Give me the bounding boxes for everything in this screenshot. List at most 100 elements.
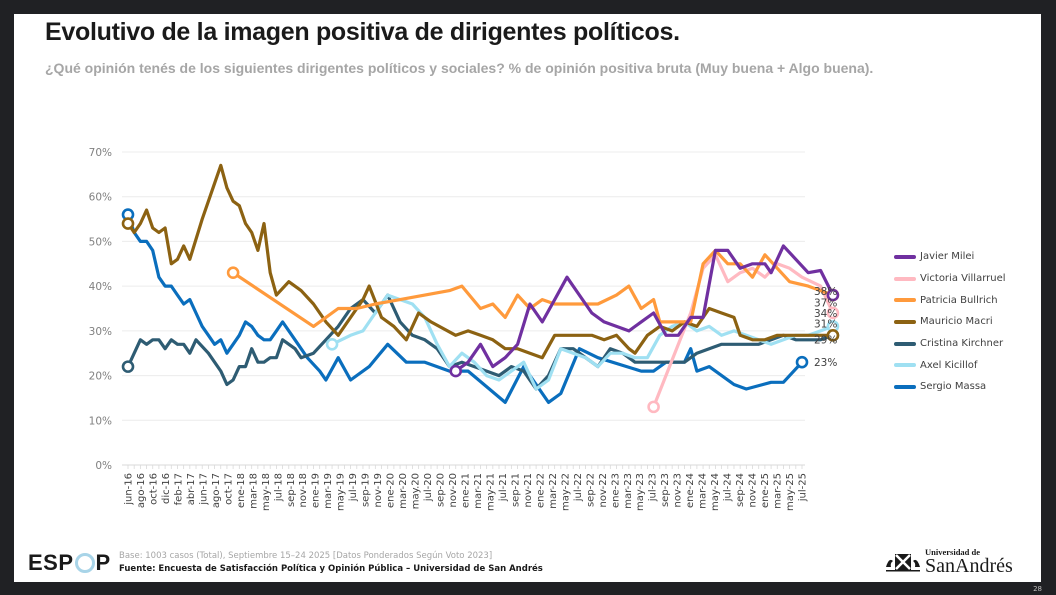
legend-swatch xyxy=(894,254,916,259)
x-tick-label: ene-24 xyxy=(685,473,696,508)
x-tick-label: may-25 xyxy=(785,473,796,511)
x-tick-label: mar-22 xyxy=(548,473,559,509)
series-line-patricia-bullrich xyxy=(231,248,835,328)
x-tick-label: mar-18 xyxy=(248,473,259,509)
end-label: 37% xyxy=(814,298,837,310)
page-number: 28 xyxy=(1033,585,1042,593)
logo-o-circle-icon xyxy=(74,553,95,573)
legend-label: Cristina Kirchner xyxy=(920,338,1004,350)
x-tick-label: may-23 xyxy=(635,473,646,511)
x-tick-label: sep-24 xyxy=(735,473,746,507)
university-crest-icon xyxy=(886,554,920,572)
series-line-sergio-massa xyxy=(126,213,804,404)
x-tick-label: abr-17 xyxy=(186,473,197,505)
legend-swatch xyxy=(894,276,916,281)
series-line-cristina-kirchner xyxy=(126,293,835,391)
legend-label: Javier Milei xyxy=(920,251,975,263)
end-label: 31% xyxy=(814,318,837,330)
legend-swatch xyxy=(894,384,916,389)
x-tick-label: ene-22 xyxy=(535,473,546,508)
start-marker xyxy=(121,360,135,373)
x-tick-label: dic-16 xyxy=(161,473,172,504)
x-tick-label: jul-20 xyxy=(423,473,434,502)
y-tick-label: 10% xyxy=(89,415,112,427)
x-tick-label: feb-17 xyxy=(173,473,184,505)
university-logo: Universidad de SanAndrés xyxy=(884,548,1013,576)
start-marker xyxy=(449,364,463,378)
x-tick-label: mar-25 xyxy=(773,473,784,509)
x-tick-label: ene-20 xyxy=(386,473,397,508)
page-title: Evolutivo de la imagen positiva de dirig… xyxy=(45,18,680,46)
x-tick-label: ene-19 xyxy=(311,473,322,508)
gridlines xyxy=(122,151,805,466)
x-tick-label: jul-18 xyxy=(273,473,284,502)
legend-swatch xyxy=(894,341,916,346)
x-tick-label: nov-21 xyxy=(523,473,534,507)
x-tick-label: sep-20 xyxy=(436,473,447,507)
x-tick-label: jun-17 xyxy=(198,473,209,506)
x-tick-label: mar-21 xyxy=(473,473,484,509)
y-tick-label: 50% xyxy=(89,236,112,248)
legend-item: Javier Milei xyxy=(894,246,1006,268)
legend-item: Cristina Kirchner xyxy=(894,333,1006,355)
legend-item: Victoria Villarruel xyxy=(894,268,1006,290)
start-marker xyxy=(121,217,135,230)
x-tick-label: mar-19 xyxy=(323,473,334,509)
series-line-axel-kicillof xyxy=(330,293,835,391)
x-tick-label: nov-23 xyxy=(673,473,684,507)
x-tick-label: nov-20 xyxy=(448,473,459,507)
legend-label: Patricia Bullrich xyxy=(920,294,998,306)
page-subtitle: ¿Qué opinión tenés de los siguientes dir… xyxy=(45,60,874,76)
x-tick-label: ene-21 xyxy=(461,473,472,508)
x-tick-label: may-21 xyxy=(485,473,496,511)
end-label: 29% xyxy=(814,334,837,346)
x-tick-label: nov-24 xyxy=(748,473,759,507)
y-tick-label: 0% xyxy=(95,460,112,472)
x-tick-label: jul-22 xyxy=(573,473,584,502)
x-tick-label: ago-17 xyxy=(211,473,222,508)
x-axis: jun-16 ago-16 oct-16 dic-16 feb-17 abr-17 jun-… xyxy=(124,465,809,511)
x-tick-label: ene-18 xyxy=(236,473,247,508)
x-tick-label: jun-16 xyxy=(124,473,135,506)
footer-base-note: Base: 1003 casos (Total), Septiembre 15–… xyxy=(119,551,493,561)
end-marker xyxy=(826,288,840,302)
x-tick-label: may-18 xyxy=(261,473,272,511)
series-line-mauricio-macri xyxy=(126,163,835,360)
x-tick-label: mar-24 xyxy=(698,473,709,509)
x-tick-label: jul-24 xyxy=(723,473,734,502)
legend-label: Victoria Villarruel xyxy=(920,273,1006,285)
y-tick-label: 20% xyxy=(89,371,112,383)
x-tick-label: jul-23 xyxy=(648,473,659,502)
end-label: 23% xyxy=(814,357,837,369)
end-marker xyxy=(795,355,809,369)
end-label: 34% xyxy=(814,308,837,320)
logo-text-right: P xyxy=(95,550,111,575)
x-tick-label: may.20 xyxy=(411,473,422,509)
legend-label: Sergio Massa xyxy=(920,381,987,393)
university-small-text: Universidad de xyxy=(925,547,981,557)
legend-label: Axel Kicillof xyxy=(920,359,978,371)
x-tick-label: oct-16 xyxy=(148,473,159,505)
x-tick-label: ago-16 xyxy=(136,473,147,508)
footer-source: Fuente: Encuesta de Satisfacción Polític… xyxy=(119,564,543,574)
x-tick-label: nov-19 xyxy=(373,473,384,507)
y-tick-label: 30% xyxy=(89,326,112,338)
legend: Javier Milei Victoria Villarruel Patricia … xyxy=(894,246,1006,398)
end-marker xyxy=(826,329,840,342)
x-tick-label: nov-22 xyxy=(598,473,609,507)
y-tick-label: 70% xyxy=(89,147,112,159)
x-tick-label: sep-22 xyxy=(585,473,596,507)
legend-item: Patricia Bullrich xyxy=(894,289,1006,311)
x-tick-label: may-24 xyxy=(710,473,721,511)
series-line-javier-milei xyxy=(454,244,835,373)
x-tick-label: jul-25 xyxy=(798,473,809,502)
espop-logo: ESP P xyxy=(28,550,111,576)
x-tick-label: sep-19 xyxy=(361,473,372,507)
legend-label: Mauricio Macri xyxy=(920,316,993,328)
end-labels: 38% 34%37% 29% 31% 23% xyxy=(814,286,837,369)
legend-item: Sergio Massa xyxy=(894,376,1006,398)
y-tick-label: 40% xyxy=(89,281,112,293)
legend-item: Mauricio Macri xyxy=(894,311,1006,333)
x-tick-label: mar-20 xyxy=(398,473,409,509)
